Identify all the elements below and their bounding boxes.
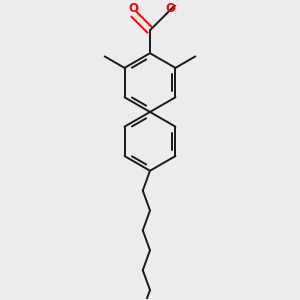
Text: O: O (129, 2, 139, 15)
Text: O: O (165, 2, 175, 15)
